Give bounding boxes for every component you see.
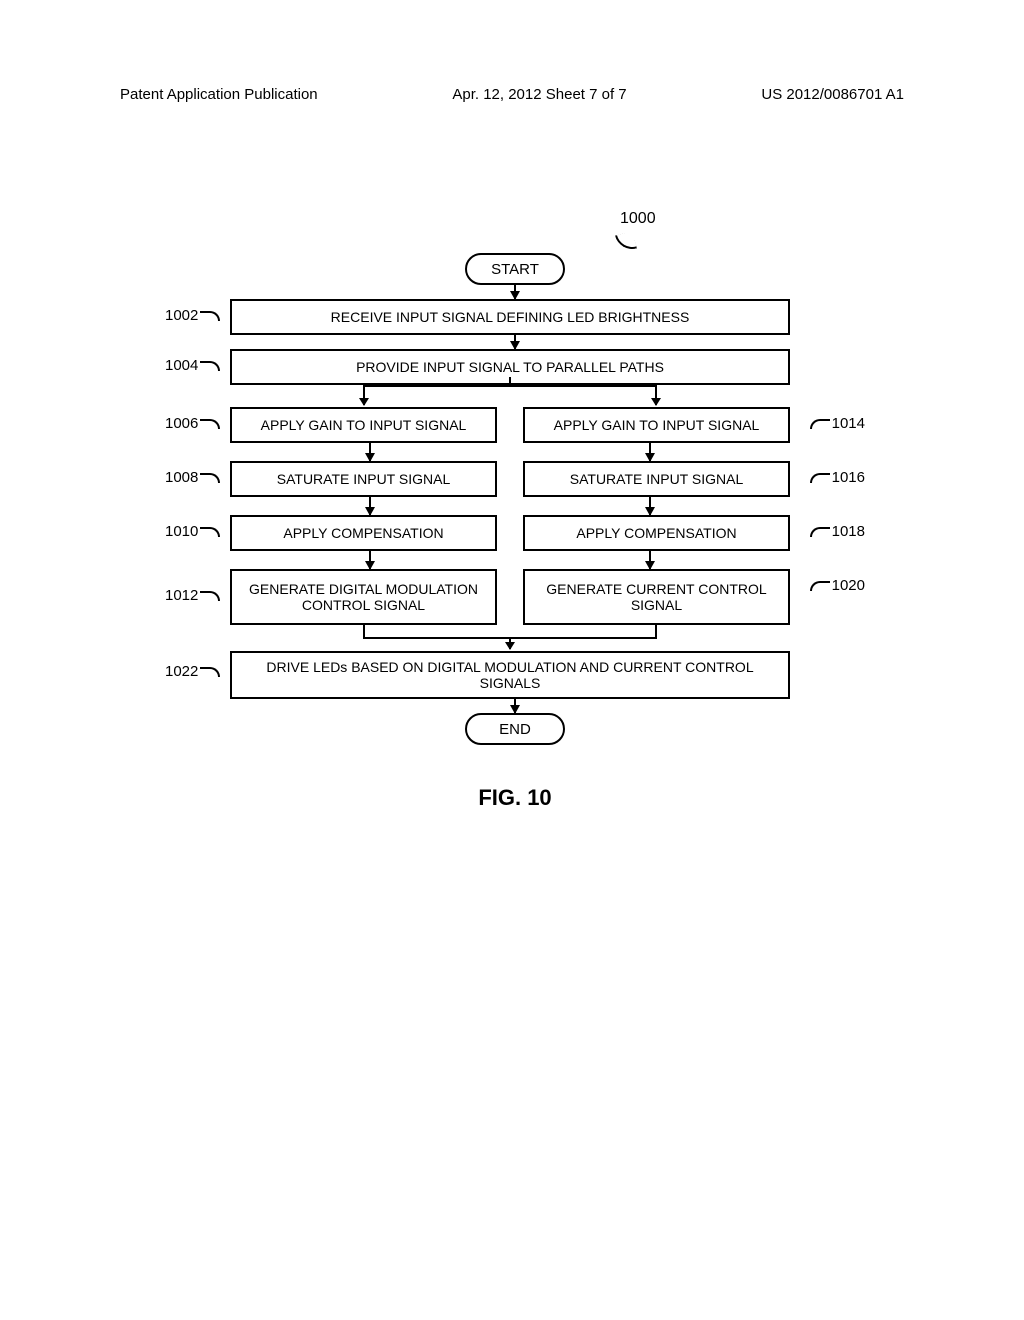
label-1016: 1016: [810, 469, 865, 486]
box-1008: SATURATE INPUT SIGNAL: [230, 461, 497, 497]
end-terminator: END: [465, 713, 565, 745]
box-1014: APPLY GAIN TO INPUT SIGNAL: [523, 407, 790, 443]
split-connector: [230, 385, 790, 407]
parallel-arrows: [230, 551, 790, 569]
ref-1000-tick: [615, 231, 637, 253]
box-1012: GENERATE DIGITAL MODULATION CONTROL SIGN…: [230, 569, 497, 625]
label-1004: 1004: [165, 357, 220, 374]
merge-connector: [230, 625, 790, 651]
parallel-arrows: [230, 443, 790, 461]
label-1022: 1022: [165, 663, 220, 680]
box-1002: RECEIVE INPUT SIGNAL DEFINING LED BRIGHT…: [230, 299, 790, 335]
header-left: Patent Application Publication: [120, 86, 318, 103]
box-1006: APPLY GAIN TO INPUT SIGNAL: [230, 407, 497, 443]
start-terminator: START: [465, 253, 565, 285]
label-1010: 1010: [165, 523, 220, 540]
box-1020: GENERATE CURRENT CONTROL SIGNAL: [523, 569, 790, 625]
parallel-arrows: [230, 497, 790, 515]
box-1018: APPLY COMPENSATION: [523, 515, 790, 551]
label-1008: 1008: [165, 469, 220, 486]
label-1014: 1014: [810, 415, 865, 432]
box-1010: APPLY COMPENSATION: [230, 515, 497, 551]
arrow: [514, 335, 516, 349]
flowchart: 1000 START 1002 RECEIVE INPUT SIGNAL DEF…: [165, 225, 865, 811]
header-center: Apr. 12, 2012 Sheet 7 of 7: [452, 86, 626, 103]
figure-caption: FIG. 10: [165, 785, 865, 811]
box-1016: SATURATE INPUT SIGNAL: [523, 461, 790, 497]
label-1018: 1018: [810, 523, 865, 540]
label-1012: 1012: [165, 587, 220, 604]
arrow: [514, 699, 516, 713]
arrow: [514, 285, 516, 299]
header-right: US 2012/0086701 A1: [761, 86, 904, 103]
label-1006: 1006: [165, 415, 220, 432]
ref-1000-label: 1000: [620, 210, 656, 228]
page-header: Patent Application Publication Apr. 12, …: [120, 86, 904, 103]
box-1022: DRIVE LEDs BASED ON DIGITAL MODULATION A…: [230, 651, 790, 699]
label-1020: 1020: [810, 577, 865, 594]
label-1002: 1002: [165, 307, 220, 324]
